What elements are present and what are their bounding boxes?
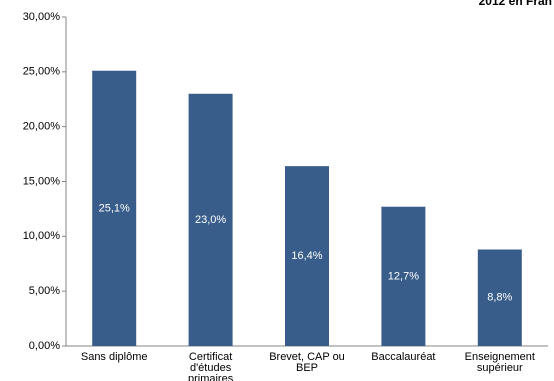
y-tick-label: 15,00% (23, 175, 61, 187)
y-tick-label: 25,00% (23, 66, 61, 78)
bar (285, 166, 329, 346)
data-label: 12,7% (388, 270, 419, 282)
x-tick-label: Certificat d'études primaires (188, 351, 234, 381)
bar (92, 70, 137, 346)
x-tick-label: Brevet, CAP ou BEP (269, 351, 345, 374)
y-tick-label: 10,00% (23, 230, 61, 242)
data-label: 23,0% (195, 214, 226, 226)
y-tick-label: 20,00% (23, 121, 61, 133)
bar (188, 93, 233, 347)
chart-title: 2012 en Fran (479, 0, 552, 8)
x-tick-label: Sans diplôme (81, 351, 148, 363)
x-tick-label: Enseignement supérieur (465, 351, 535, 374)
bar (477, 249, 522, 346)
y-tick-label: 5,00% (29, 285, 60, 297)
data-label: 16,4% (291, 250, 322, 262)
data-label: 25,1% (99, 202, 130, 214)
y-tick-label: 0,00% (29, 340, 60, 352)
x-tick-label: Baccalauréat (371, 351, 435, 363)
y-tick-label: 30,00% (23, 11, 61, 23)
bar (381, 206, 426, 346)
data-label: 8,8% (487, 292, 512, 304)
